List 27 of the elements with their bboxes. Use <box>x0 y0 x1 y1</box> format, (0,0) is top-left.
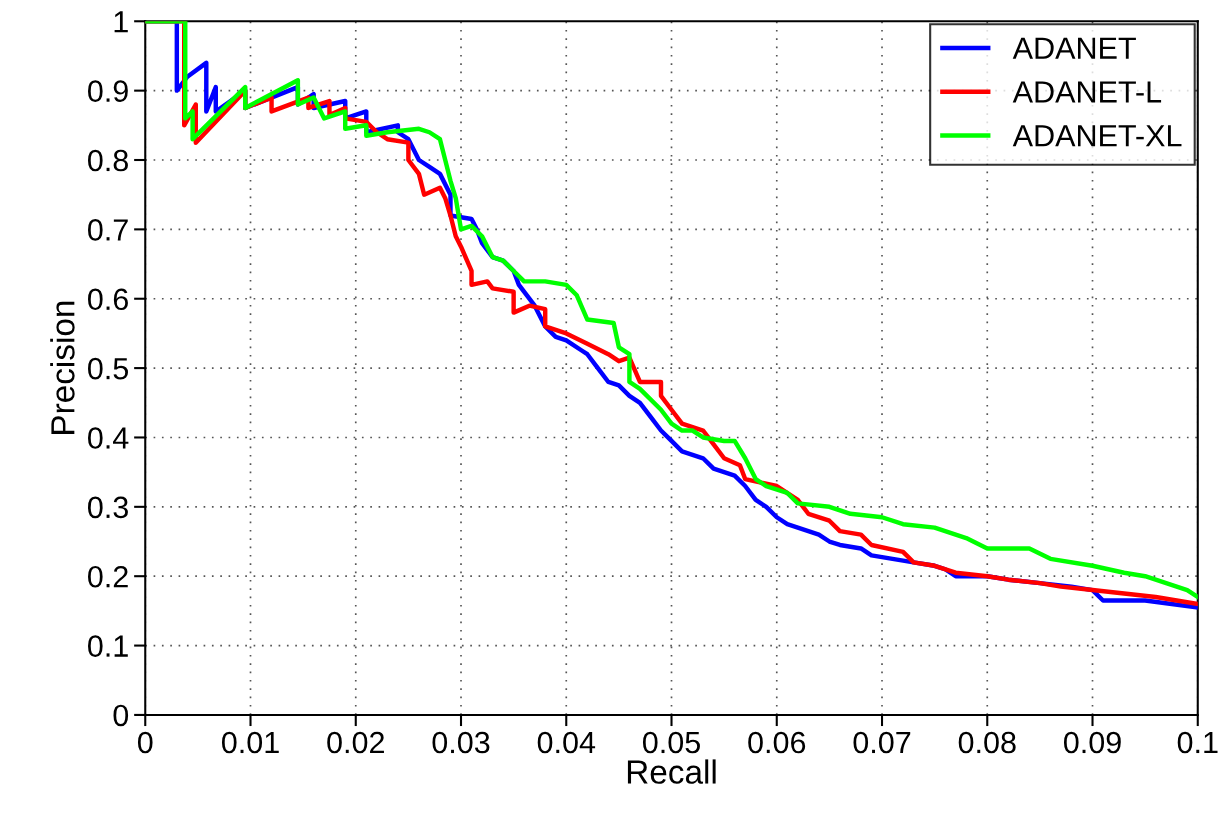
legend-label: ADANET-XL <box>1012 125 1182 147</box>
y-axis-title: Precision <box>50 301 75 434</box>
x-tick-label: 0.08 <box>958 731 1016 754</box>
x-tick-label: 0.01 <box>221 731 279 754</box>
y-tick-label: 0.9 <box>88 80 128 103</box>
legend-label: ADANET <box>1012 37 1136 59</box>
y-tick-label: 0.2 <box>88 565 128 588</box>
x-tick-label: 0 <box>137 731 153 754</box>
y-tick-label: 0.1 <box>88 635 128 657</box>
y-tick-label: 0.5 <box>88 357 129 380</box>
y-tick-label: 1 <box>114 11 128 33</box>
x-tick-label: 0.06 <box>748 731 806 754</box>
x-tick-label: 0.04 <box>537 731 596 754</box>
y-tick-label: 0.4 <box>88 427 129 449</box>
x-tick-label: 0.07 <box>853 731 911 754</box>
y-tick-label: 0.8 <box>88 149 128 172</box>
x-tick-label: 0.03 <box>432 731 490 754</box>
x-tick-label: 0.05 <box>642 731 700 754</box>
y-tick-label: 0.6 <box>88 288 128 311</box>
y-tick-label: 0.7 <box>88 219 128 241</box>
legend-label: ADANET-L <box>1012 81 1162 103</box>
y-tick-label: 0.3 <box>88 496 128 519</box>
x-axis-title: Recall <box>627 759 716 784</box>
x-tick-label: 0.02 <box>327 731 384 754</box>
x-tick-label: 0.1 <box>1177 731 1218 754</box>
y-tick-label: 0 <box>113 704 129 727</box>
x-tick-label: 0.09 <box>1063 731 1121 754</box>
